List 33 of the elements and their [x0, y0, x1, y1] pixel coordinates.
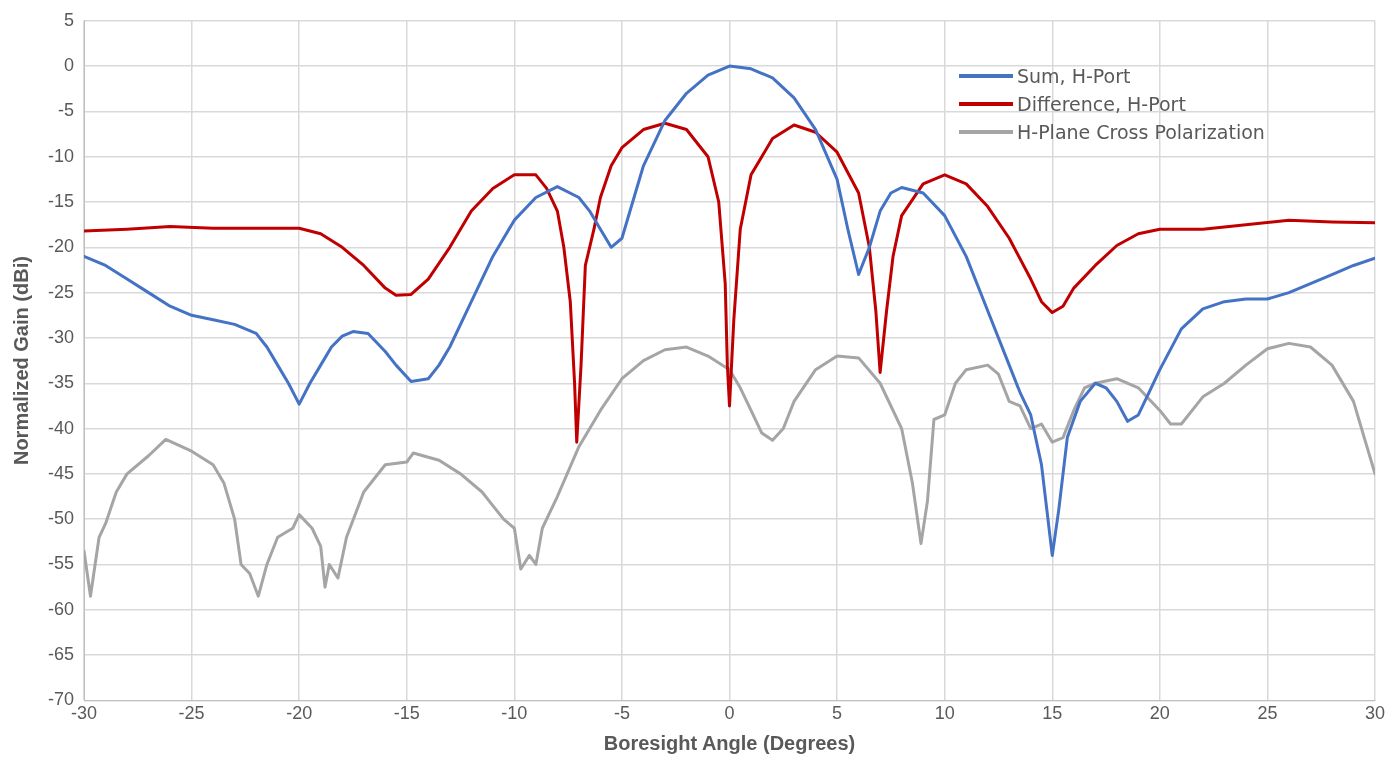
y-tick-label: -60 [48, 598, 75, 619]
y-tick-label: -35 [48, 372, 75, 393]
x-tick-label: 5 [832, 703, 843, 724]
x-tick-label: 0 [724, 703, 735, 724]
x-tick-label: -10 [501, 703, 528, 724]
y-tick-label: -25 [48, 281, 75, 302]
y-tick-label: -50 [48, 508, 75, 529]
y-tick-label: 0 [64, 55, 75, 76]
x-tick-label: -5 [613, 703, 630, 724]
y-tick-label: -65 [48, 644, 75, 665]
legend-label: H-Plane Cross Polarization [1017, 120, 1265, 143]
x-tick-label: 30 [1364, 703, 1386, 724]
y-tick-label: -70 [48, 689, 75, 710]
y-tick-label: -40 [48, 417, 75, 438]
x-tick-label: 10 [934, 703, 955, 724]
y-tick-label: -45 [48, 462, 75, 483]
x-tick-label: 15 [1042, 703, 1063, 724]
x-axis-title: Boresight Angle (Degrees) [603, 731, 856, 754]
y-tick-label: 5 [64, 9, 75, 30]
y-tick-label: -20 [48, 236, 75, 257]
x-tick-label: -20 [286, 703, 313, 724]
y-tick-label: -5 [58, 100, 75, 121]
legend-label: Difference, H-Port [1017, 92, 1186, 115]
y-axis-title: Normalized Gain (dBi) [9, 256, 32, 466]
y-tick-label: -15 [48, 191, 75, 211]
y-tick-label: -10 [48, 145, 75, 166]
x-tick-label: -15 [393, 703, 420, 724]
y-tick-label: -55 [48, 553, 75, 574]
x-tick-label: -25 [178, 703, 205, 724]
x-tick-label: 20 [1149, 703, 1170, 724]
legend-label: Sum, H-Port [1017, 64, 1131, 87]
y-tick-label: -30 [48, 326, 75, 347]
x-tick-label: 25 [1257, 703, 1278, 724]
